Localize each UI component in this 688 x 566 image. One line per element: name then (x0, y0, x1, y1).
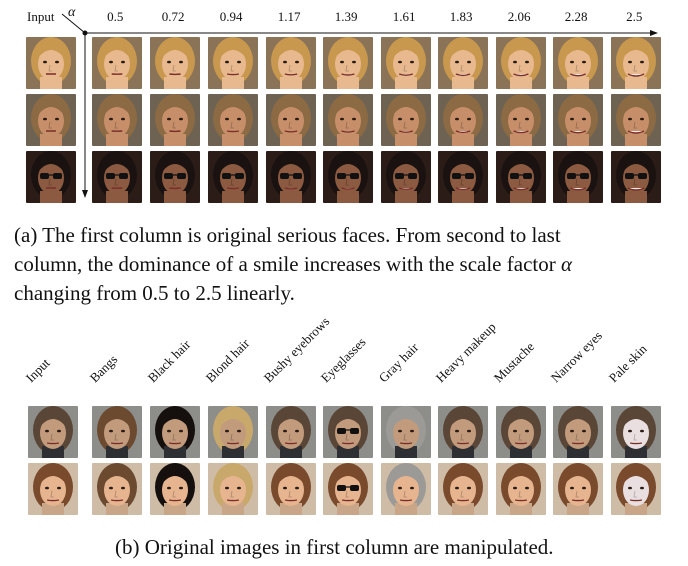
attribute-face-image (553, 406, 603, 458)
attribute-label: Narrow eyes (547, 327, 606, 386)
smile-face-image (208, 94, 258, 146)
attribute-label: Mustache (490, 338, 538, 386)
attribute-face-image (438, 463, 488, 515)
smile-face-image (553, 94, 603, 146)
alpha-value-label: 2.06 (507, 9, 531, 24)
smile-face-image (208, 37, 258, 89)
smile-face-image (92, 94, 142, 146)
attribute-face-image (496, 406, 546, 458)
smile-face-image (438, 94, 488, 146)
alpha-value-label: 0.5 (107, 9, 124, 24)
attribute-face-image (611, 463, 661, 515)
alpha-symbol: α (68, 5, 76, 20)
alpha-value-label: 1.17 (277, 9, 301, 24)
attribute-face-image (92, 406, 142, 458)
attribute-face-image (208, 463, 258, 515)
input-label: Input (27, 9, 55, 24)
attribute-face-image (266, 406, 316, 458)
smile-face-image (611, 37, 661, 89)
attribute-face-image (611, 406, 661, 458)
smile-face-image (553, 151, 603, 203)
smile-face-image (496, 94, 546, 146)
smile-face-image (381, 37, 431, 89)
smile-face-image (438, 37, 488, 89)
alpha-value-label: 1.39 (334, 9, 358, 24)
attribute-face-image (150, 406, 200, 458)
attribute-face-image (92, 463, 142, 515)
attribute-face-image (323, 406, 373, 458)
attribute-label: Pale skin (605, 341, 650, 386)
smile-face-image (553, 37, 603, 89)
attribute-label: Eyeglasses (317, 334, 369, 386)
smile-face-image (611, 151, 661, 203)
smile-face-image (150, 37, 200, 89)
attribute-label: Input (22, 355, 53, 386)
alpha-value-label: 1.83 (449, 9, 473, 24)
attribute-label: Heavy makeup (432, 319, 499, 386)
alpha-value-label: 1.61 (392, 9, 416, 24)
smile-face-image (496, 151, 546, 203)
caption-a-line3: changing from 0.5 to 2.5 linearly. (14, 281, 295, 305)
smile-face-image (381, 151, 431, 203)
attribute-label: Blond hair (202, 335, 253, 386)
smile-face-image (438, 151, 488, 203)
attribute-face-image (381, 406, 431, 458)
smile-face-image (323, 94, 373, 146)
input-face-image (26, 37, 76, 89)
smile-face-image (266, 37, 316, 89)
smile-face-image (611, 94, 661, 146)
caption-a: (a) The first column is original serious… (14, 221, 674, 308)
attribute-face-image (438, 406, 488, 458)
caption-a-line2: column, the dominance of a smile increas… (14, 252, 572, 276)
smile-face-image (92, 151, 142, 203)
smile-face-image (266, 151, 316, 203)
smile-face-image (323, 151, 373, 203)
attribute-label: Bangs (86, 351, 121, 386)
attribute-face-image (496, 463, 546, 515)
caption-a-line1: (a) The first column is original serious… (14, 223, 561, 247)
attribute-face-image (150, 463, 200, 515)
alpha-value-label: 0.94 (219, 9, 243, 24)
smile-face-image (208, 151, 258, 203)
input-face-image (28, 406, 78, 458)
alpha-value-label: 0.72 (161, 9, 185, 24)
attribute-face-image (208, 406, 258, 458)
alpha-value-label: 2.5 (626, 9, 643, 24)
attribute-label: Black hair (144, 336, 194, 386)
input-face-image (26, 94, 76, 146)
attribute-label: Gray hair (375, 339, 422, 386)
smile-face-image (150, 151, 200, 203)
input-face-image (28, 463, 78, 515)
input-face-image (26, 151, 76, 203)
smile-face-image (266, 94, 316, 146)
caption-b: (b) Original images in first column are … (115, 535, 554, 559)
attribute-face-image (266, 463, 316, 515)
smile-face-image (92, 37, 142, 89)
alpha-axes (61, 13, 658, 198)
smile-face-image (381, 94, 431, 146)
smile-face-image (150, 94, 200, 146)
attribute-face-image (323, 463, 373, 515)
alpha-value-label: 2.28 (564, 9, 588, 24)
smile-face-image (323, 37, 373, 89)
attribute-face-image (553, 463, 603, 515)
attribute-face-image (381, 463, 431, 515)
smile-face-image (496, 37, 546, 89)
